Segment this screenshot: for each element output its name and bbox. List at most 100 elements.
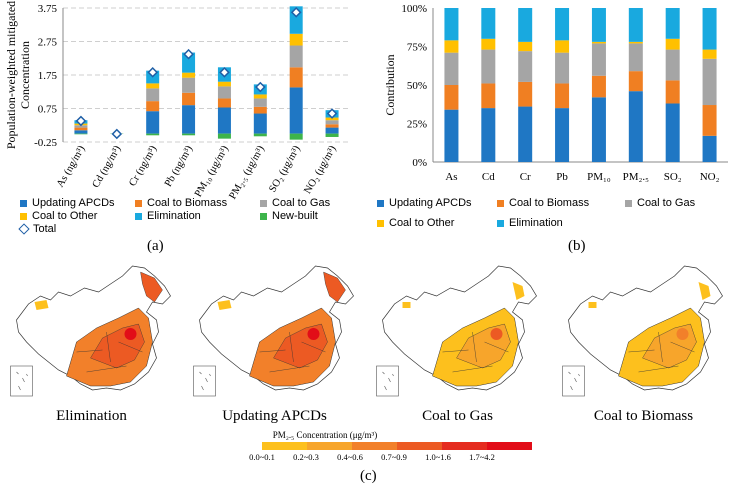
colorbar-swatch (442, 442, 487, 450)
china-map-icon (193, 265, 354, 397)
total-marker (255, 81, 266, 93)
inset-islands (382, 371, 394, 391)
bar-segment (555, 83, 570, 109)
map-coal-to-gas (366, 262, 549, 402)
bar-segment (253, 106, 267, 114)
x-tick-label: PM₂.₅ (623, 171, 649, 183)
northeast-region (512, 282, 525, 300)
bar-segment (253, 94, 267, 99)
bar-segment (74, 127, 88, 131)
pollution-hotspot (676, 328, 689, 340)
bar-segment (444, 85, 459, 110)
colorbar-swatch (352, 442, 397, 450)
bar-segment (665, 38, 680, 50)
y-tick-label: 0.75 (38, 104, 58, 116)
legend-label: Coal to Other (32, 210, 98, 222)
bar-segment (253, 133, 267, 137)
chart-a: -0.25 0.75 1.75 2.75 3.75 Population-weighted… (4, 1, 350, 202)
province-borders (442, 331, 509, 373)
bar-segment (591, 75, 606, 98)
map-coal-to-biomass (552, 262, 735, 402)
bar-segment (628, 71, 643, 92)
legend-label: Coal to Biomass (509, 197, 590, 209)
total-marker (75, 115, 87, 127)
legend-item-elimination: Elimination (135, 210, 201, 222)
y-tick-label: 75% (407, 42, 427, 54)
bar-segment (182, 92, 196, 106)
pollution-hotspot (124, 328, 137, 340)
colorbar-swatch (262, 442, 307, 450)
south-sea-inset (562, 365, 585, 397)
inset-islands (16, 371, 28, 391)
province-borders (76, 331, 143, 373)
map-title-coal-to-biomass: Coal to Biomass (593, 408, 694, 424)
bar-segment (518, 41, 533, 52)
total-marker (183, 48, 194, 60)
bar-segment (182, 77, 196, 93)
bar-segment (182, 52, 196, 73)
legend-item-other: Coal to Other (377, 217, 454, 229)
y-tick-label: -0.25 (34, 137, 57, 149)
bar-segment (702, 105, 717, 136)
swatch-updating (20, 199, 27, 207)
legend-item-other: Coal to Other (20, 210, 97, 222)
x-tick-label: PM₂.₅ (μg/m³) (227, 144, 267, 202)
bar-segment (555, 8, 570, 41)
colorbar-swatch (307, 442, 352, 450)
bar-segment (146, 111, 160, 134)
legend-item-newbuilt: New-built (260, 210, 318, 222)
total-marker (219, 67, 230, 78)
bar-segment (481, 38, 496, 50)
bar-segment (555, 52, 570, 84)
west-patch (217, 300, 232, 310)
swatch-newbuilt (260, 212, 267, 220)
bar-segment (253, 98, 267, 107)
bar-segment (591, 43, 606, 76)
west-patch (588, 302, 597, 308)
swatch-other (20, 212, 27, 220)
bar-segment (444, 40, 459, 53)
bar-segment (146, 101, 160, 112)
bar-segment (444, 52, 459, 85)
y-tick-label: 100% (401, 3, 427, 15)
china-map-icon (376, 265, 537, 397)
bar-segment (591, 97, 606, 162)
bar-segment (481, 83, 496, 109)
bar-segment (518, 106, 533, 162)
colorbar-title: PM₂.₅ Concentration (μg/m³) (272, 430, 378, 440)
colorbar (262, 442, 532, 450)
colorbar-swatch (487, 442, 532, 450)
y-tick-label: 1.75 (38, 70, 58, 82)
pollution-hotspot (490, 328, 503, 340)
colorbar-label: 0.4~0.6 (337, 452, 363, 462)
bar-segment (253, 113, 267, 134)
y-axis-label: Contribution (383, 54, 397, 115)
colorbar-label: 1.0~1.6 (425, 452, 451, 462)
x-tick-label: As (ng/m³) (55, 144, 88, 190)
bar-segment (665, 103, 680, 162)
y-axis-label-line2: Concentration (18, 41, 32, 109)
legend-label: New-built (272, 210, 318, 222)
x-tick-label: PM₁₀ (μg/m³) (193, 144, 231, 199)
legend-item-updating: Updating APCDs (20, 197, 115, 209)
bar-segment (518, 8, 533, 42)
map-title-coal-to-gas: Coal to Gas (422, 408, 493, 424)
y-tick-label: 25% (407, 119, 427, 131)
x-tick-label: PM₁₀ (587, 171, 611, 183)
bar-segment (665, 80, 680, 104)
west-patch (402, 302, 411, 308)
bar-segment (217, 86, 231, 99)
bar-segment (555, 108, 570, 162)
west-patch (34, 300, 49, 310)
y-axis-label: Population-weighted mitigated (4, 1, 18, 149)
bar-segment (702, 8, 717, 50)
y-tick-label: 3.75 (38, 3, 58, 15)
bar-segment (702, 58, 717, 106)
bar-segment (444, 109, 459, 162)
bar-segment (628, 43, 643, 72)
bar-segment (217, 133, 231, 139)
x-tick-label: As (445, 171, 457, 183)
china-map-icon (562, 265, 723, 397)
colorbar-label: 0.2~0.3 (293, 452, 319, 462)
legend-item-total: Total (18, 223, 56, 235)
